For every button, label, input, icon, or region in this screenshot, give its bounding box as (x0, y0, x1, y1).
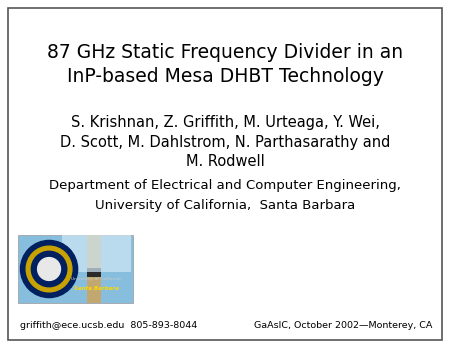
Text: University of California: University of California (71, 277, 121, 281)
Text: 87 GHz Static Frequency Divider in an: 87 GHz Static Frequency Divider in an (47, 44, 403, 63)
Text: D. Scott, M. Dahlstrom, N. Parthasarathy and: D. Scott, M. Dahlstrom, N. Parthasarathy… (60, 135, 390, 150)
Text: Department of Electrical and Computer Engineering,: Department of Electrical and Computer En… (49, 179, 401, 191)
Text: Santa Barbara: Santa Barbara (74, 286, 119, 291)
Circle shape (32, 251, 67, 287)
Text: griffith@ece.ucsb.edu  805-893-8044: griffith@ece.ucsb.edu 805-893-8044 (20, 322, 197, 331)
Circle shape (21, 240, 77, 298)
Text: University of California,  Santa Barbara: University of California, Santa Barbara (95, 198, 355, 212)
Bar (18, 235, 133, 303)
Bar (87, 268, 101, 277)
Text: InP-based Mesa DHBT Technology: InP-based Mesa DHBT Technology (67, 66, 383, 86)
Text: M. Rodwell: M. Rodwell (185, 153, 265, 168)
Text: S. Krishnan, Z. Griffith, M. Urteaga, Y. Wei,: S. Krishnan, Z. Griffith, M. Urteaga, Y.… (71, 116, 379, 130)
Bar (87, 235, 101, 303)
Bar (62, 235, 130, 272)
Text: GaAsIC, October 2002—Monterey, CA: GaAsIC, October 2002—Monterey, CA (254, 322, 432, 331)
Circle shape (26, 246, 72, 292)
Circle shape (38, 258, 60, 280)
